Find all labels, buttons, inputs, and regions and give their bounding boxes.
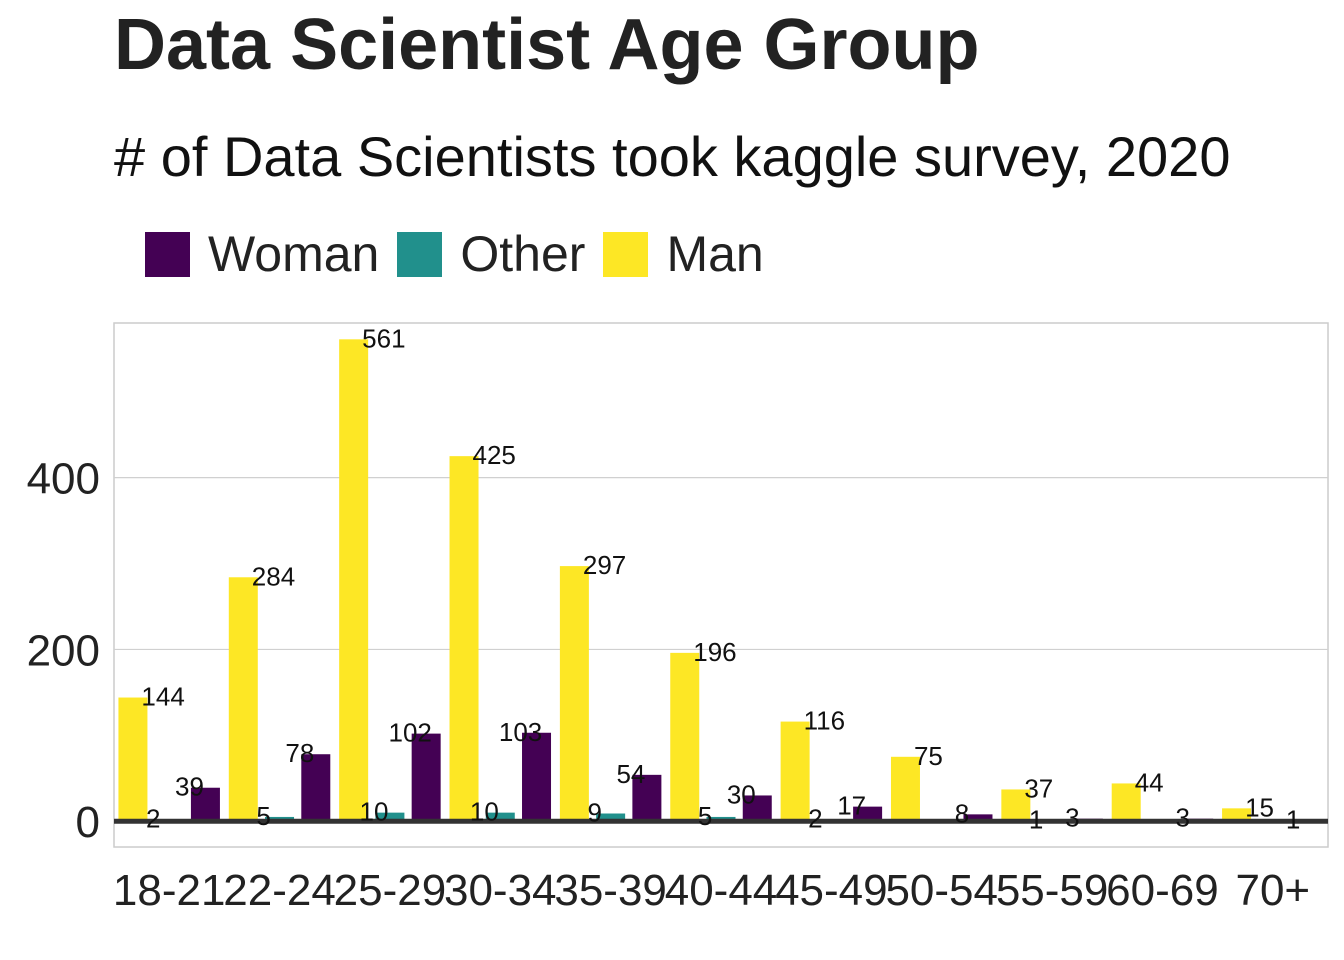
legend-item-other: Other xyxy=(397,225,585,283)
y-tick-label-0: 0 xyxy=(76,798,100,847)
legend-swatch-man xyxy=(603,231,649,277)
data-label-woman-40-44: 30 xyxy=(727,779,756,809)
data-label-man-50-54: 75 xyxy=(914,741,943,771)
data-label-man-45-49: 116 xyxy=(804,706,845,736)
data-label-other-25-29: 10 xyxy=(359,797,388,827)
chart-subtitle: # of Data Scientists took kaggle survey,… xyxy=(114,125,1231,188)
data-label-man-30-34: 425 xyxy=(473,440,516,470)
x-tick-label-25-29: 25-29 xyxy=(334,866,447,915)
x-tick-label-22-24: 22-24 xyxy=(223,866,336,915)
data-label-man-60-69: 44 xyxy=(1135,767,1164,797)
x-tick-label-18-21: 18-21 xyxy=(113,866,226,915)
legend-label-man: Man xyxy=(666,226,764,282)
data-label-woman-35-39: 54 xyxy=(616,759,645,789)
legend-item-woman: Woman xyxy=(145,225,379,283)
chart-title: Data Scientist Age Group xyxy=(114,5,980,85)
data-label-other-30-34: 10 xyxy=(470,797,499,827)
bar-woman-30-34 xyxy=(522,732,552,822)
data-label-woman-60-69: 3 xyxy=(1176,803,1190,833)
data-label-other-22-24: 5 xyxy=(256,801,270,831)
bar-woman-18-21 xyxy=(190,787,220,822)
data-label-woman-18-21: 39 xyxy=(175,772,204,802)
bar-man-70+ xyxy=(1222,808,1252,822)
data-label-other-18-21: 2 xyxy=(146,804,160,834)
bar-woman-40-44 xyxy=(742,795,772,822)
legend-swatch-other xyxy=(397,231,443,277)
bar-man-55-59 xyxy=(1001,789,1031,822)
x-tick-label-45-49: 45-49 xyxy=(775,866,888,915)
legend-item-man: Man xyxy=(603,225,764,283)
data-label-woman-25-29: 102 xyxy=(389,718,432,748)
data-label-woman-22-24: 78 xyxy=(285,738,314,768)
x-tick-label-35-39: 35-39 xyxy=(554,866,667,915)
data-label-woman-55-59: 3 xyxy=(1065,803,1079,833)
data-label-woman-30-34: 103 xyxy=(499,717,542,747)
bar-man-50-54 xyxy=(890,756,920,822)
data-label-man-22-24: 284 xyxy=(252,561,295,591)
data-label-man-35-39: 297 xyxy=(583,550,626,580)
bar-man-22-24 xyxy=(228,577,258,822)
x-tick-label-50-54: 50-54 xyxy=(885,866,998,915)
data-label-man-40-44: 196 xyxy=(693,637,736,667)
data-label-other-35-39: 9 xyxy=(587,797,601,827)
data-label-woman-45-49: 17 xyxy=(837,791,866,821)
data-label-man-18-21: 144 xyxy=(141,682,184,712)
bar-other-35-39 xyxy=(596,813,626,822)
bar-man-30-34 xyxy=(449,456,479,822)
x-tick-label-60-69: 60-69 xyxy=(1106,866,1219,915)
x-tick-label-55-59: 55-59 xyxy=(996,866,1109,915)
bar-man-35-39 xyxy=(559,566,589,822)
bar-woman-50-54 xyxy=(963,814,993,822)
bar-woman-45-49 xyxy=(853,806,883,822)
legend-swatch-woman xyxy=(145,231,190,277)
x-tick-label-30-34: 30-34 xyxy=(444,866,557,915)
data-label-man-70+: 15 xyxy=(1245,792,1274,822)
legend: Woman Other Man xyxy=(145,226,782,282)
panel-border xyxy=(113,322,1329,848)
x-tick-label-70+: 70+ xyxy=(1235,866,1310,915)
data-label-man-25-29: 561 xyxy=(362,323,405,353)
bar-woman-22-24 xyxy=(301,754,331,822)
legend-label-other: Other xyxy=(460,226,586,282)
legend-label-woman: Woman xyxy=(208,226,380,282)
bar-man-45-49 xyxy=(780,721,810,822)
data-label-woman-70+: 1 xyxy=(1286,804,1300,834)
bar-other-30-34 xyxy=(485,812,515,822)
y-tick-label-400: 400 xyxy=(27,455,100,504)
bar-woman-35-39 xyxy=(632,774,662,822)
bar-woman-25-29 xyxy=(411,733,441,822)
data-label-other-55-59: 1 xyxy=(1029,804,1043,834)
data-label-woman-50-54: 8 xyxy=(955,798,969,828)
bar-man-40-44 xyxy=(670,652,700,822)
data-label-other-40-44: 5 xyxy=(698,801,712,831)
y-tick-label-200: 200 xyxy=(27,626,100,675)
bar-man-18-21 xyxy=(118,697,148,822)
bar-man-60-69 xyxy=(1111,783,1141,822)
data-label-man-55-59: 37 xyxy=(1024,773,1053,803)
x-tick-label-40-44: 40-44 xyxy=(665,866,778,915)
data-label-other-45-49: 2 xyxy=(808,804,822,834)
bar-man-25-29 xyxy=(339,339,369,822)
bar-other-25-29 xyxy=(375,812,405,822)
